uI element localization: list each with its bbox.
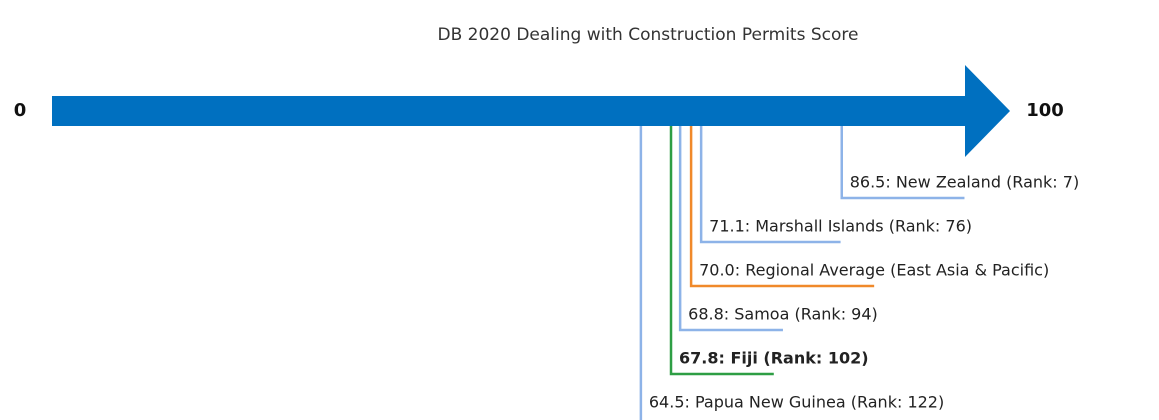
- axis-arrow: [52, 65, 1010, 157]
- axis-end-label: 100: [1026, 100, 1064, 121]
- chart-title: DB 2020 Dealing with Construction Permit…: [438, 25, 859, 45]
- axis-end-label: 0: [14, 100, 27, 121]
- leader-line: [678, 126, 783, 332]
- leader-line: [840, 126, 965, 200]
- score-label: 64.5: Papua New Guinea (Rank: 122): [649, 393, 944, 412]
- leader-line: [689, 126, 875, 288]
- leader-line: [669, 126, 774, 376]
- score-label: 68.8: Samoa (Rank: 94): [688, 305, 878, 324]
- score-label: 71.1: Marshall Islands (Rank: 76): [709, 217, 972, 236]
- score-label: 67.8: Fiji (Rank: 102): [679, 349, 869, 368]
- score-label: 70.0: Regional Average (East Asia & Paci…: [699, 261, 1049, 280]
- score-label: 86.5: New Zealand (Rank: 7): [850, 173, 1079, 192]
- leader-line: [699, 126, 841, 244]
